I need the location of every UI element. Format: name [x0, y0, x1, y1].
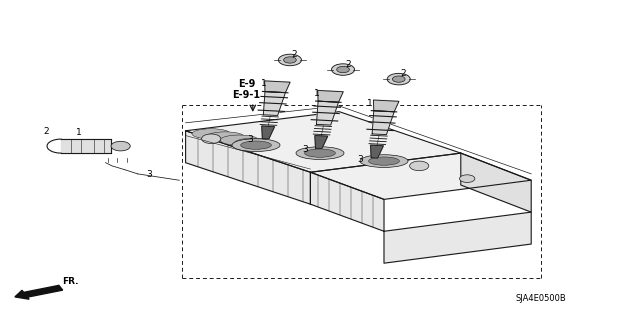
Polygon shape — [372, 111, 394, 135]
Ellipse shape — [296, 147, 344, 160]
Circle shape — [337, 66, 349, 73]
Polygon shape — [315, 136, 328, 149]
Circle shape — [387, 73, 410, 85]
Ellipse shape — [305, 149, 335, 157]
Text: 1: 1 — [76, 128, 81, 137]
Polygon shape — [310, 153, 531, 199]
Polygon shape — [265, 81, 290, 93]
Text: 3: 3 — [302, 145, 308, 154]
Polygon shape — [318, 91, 343, 102]
Ellipse shape — [220, 135, 259, 145]
Polygon shape — [461, 153, 531, 212]
Circle shape — [460, 175, 475, 182]
Text: 1: 1 — [367, 99, 372, 108]
Polygon shape — [186, 112, 461, 172]
Circle shape — [284, 57, 296, 63]
Text: 3: 3 — [146, 170, 152, 179]
Text: 3: 3 — [248, 135, 253, 144]
Polygon shape — [61, 139, 111, 153]
Polygon shape — [371, 145, 383, 158]
Polygon shape — [374, 100, 399, 112]
Ellipse shape — [234, 138, 273, 148]
Text: 3: 3 — [357, 155, 363, 164]
Ellipse shape — [192, 129, 230, 139]
Polygon shape — [262, 126, 275, 139]
Text: 2: 2 — [346, 60, 351, 69]
Ellipse shape — [232, 139, 280, 152]
Ellipse shape — [369, 157, 399, 165]
Text: 2: 2 — [291, 50, 297, 59]
Polygon shape — [186, 131, 310, 204]
Polygon shape — [384, 212, 531, 263]
Circle shape — [202, 134, 221, 144]
Polygon shape — [310, 172, 384, 231]
Text: SJA4E0500B: SJA4E0500B — [515, 294, 566, 303]
Text: FR.: FR. — [62, 277, 79, 286]
Text: 1: 1 — [314, 89, 319, 98]
Polygon shape — [263, 92, 285, 115]
FancyArrow shape — [15, 286, 63, 299]
Circle shape — [111, 141, 131, 151]
Circle shape — [392, 76, 405, 82]
Text: E-9
E-9-1: E-9 E-9-1 — [232, 79, 260, 100]
Ellipse shape — [360, 155, 408, 167]
Text: 2: 2 — [44, 127, 49, 136]
Text: 1: 1 — [261, 79, 267, 88]
Circle shape — [278, 54, 301, 66]
Circle shape — [410, 161, 429, 171]
Text: 2: 2 — [400, 69, 406, 78]
Ellipse shape — [241, 141, 271, 149]
Ellipse shape — [206, 132, 244, 142]
Circle shape — [332, 64, 355, 75]
Polygon shape — [316, 101, 339, 125]
